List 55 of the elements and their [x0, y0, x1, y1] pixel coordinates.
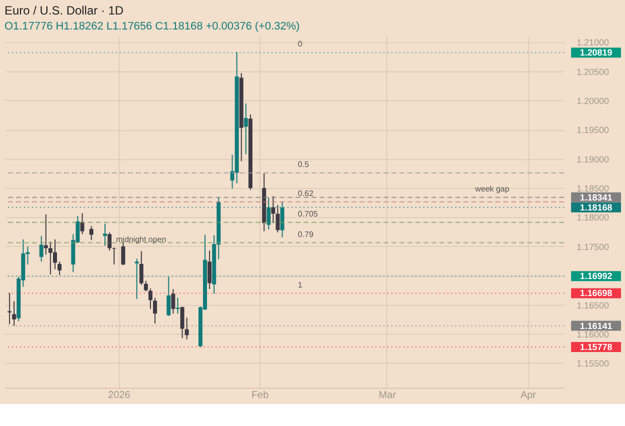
candlestick	[276, 204, 280, 233]
x-tick-label: Apr	[520, 390, 537, 402]
candlestick	[89, 225, 94, 241]
candlestick	[108, 232, 112, 252]
y-tick-label: 1.15500	[576, 358, 610, 369]
candlestick	[208, 250, 212, 290]
ref-line-label: 1.15778	[580, 342, 612, 352]
ref-line-label: 1.18341	[580, 192, 612, 202]
y-tick-label: 1.19500	[576, 125, 610, 136]
x-tick-label: Feb	[251, 390, 270, 402]
candlestick	[58, 261, 62, 276]
candlestick	[39, 235, 44, 262]
annotation: 0.62	[298, 188, 314, 198]
ref-line-label: 1.16141	[580, 320, 612, 331]
candlestick	[171, 288, 176, 314]
candlestick	[148, 288, 152, 310]
y-tick-label: 1.17500	[576, 242, 610, 252]
annotation: 1	[298, 280, 303, 290]
y-tick-label: 1.21000	[576, 38, 610, 48]
y-tick-label: 1.20000	[576, 96, 610, 106]
annotation: 0.79	[298, 230, 314, 239]
annotation: midnight open	[116, 235, 166, 244]
ref-line-label: 1.16698	[580, 288, 612, 298]
candlestick	[144, 280, 148, 292]
annotation: 0	[298, 40, 303, 49]
candlestick	[52, 238, 57, 270]
candlestick	[244, 102, 248, 155]
candlestick	[180, 306, 184, 339]
ref-line-label: 1.16992	[580, 271, 612, 282]
candlestick	[139, 250, 144, 286]
ref-line-label: 1.20819	[580, 48, 612, 58]
candlestick	[271, 196, 276, 224]
y-tick-label: 1.16000	[576, 329, 610, 340]
y-tick-label: 1.18500	[576, 184, 610, 194]
candlestick	[153, 297, 157, 324]
y-tick-label: 1.19000	[576, 154, 610, 164]
candlestick	[112, 247, 116, 266]
x-tick-label: Mar	[378, 390, 397, 402]
candlestick	[176, 297, 180, 314]
candlestick	[184, 317, 189, 340]
ref-line-label: 1.18168	[580, 202, 612, 212]
candlestick	[134, 258, 139, 300]
chart-subtitle: O1.17776 H1.18262 L1.17656 C1.18168 +0.00376 (+0.32%)	[4, 20, 300, 32]
chart-title: Euro / U.S. Dollar · 1D	[4, 3, 124, 18]
y-tick-label: 1.16500	[576, 300, 610, 310]
candlestick	[12, 300, 16, 326]
y-tick-label: 1.20500	[576, 66, 610, 77]
y-tick-label: 1.18000	[576, 212, 610, 223]
candlestick	[166, 276, 171, 316]
candlestick	[8, 292, 12, 325]
annotation: 0.5	[298, 160, 310, 169]
annotation: 0.705	[298, 209, 318, 218]
annotation: week gap	[474, 184, 510, 194]
x-tick-label: 2026	[108, 390, 131, 402]
candlestick	[103, 223, 107, 246]
